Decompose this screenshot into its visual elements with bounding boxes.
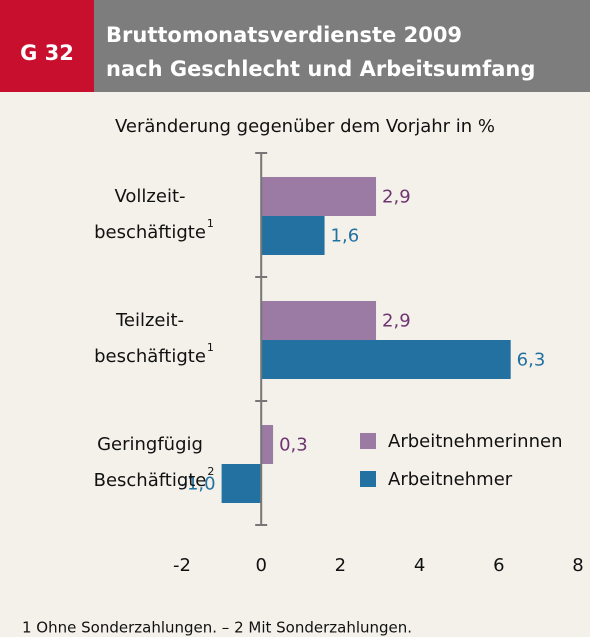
chart-title: nach Geschlecht und Arbeitsumfang <box>106 57 535 81</box>
figure-number: G 32 <box>20 41 74 65</box>
legend-swatch <box>360 471 376 487</box>
chart-title: Bruttomonatsverdienste 2009 <box>106 23 462 47</box>
value-label: 1,6 <box>331 226 360 247</box>
x-tick-label: 4 <box>414 555 425 576</box>
value-label: 0,3 <box>279 435 308 456</box>
category-label: Geringfügig <box>97 434 203 455</box>
category-label: Beschäftigte <box>94 470 207 491</box>
bar <box>221 464 262 503</box>
footnote-mark: 2 <box>207 465 214 478</box>
category-label: beschäftigte <box>94 346 206 367</box>
category-label: beschäftigte <box>94 222 206 243</box>
bar <box>261 177 377 216</box>
legend-label: Arbeitnehmer <box>388 469 513 490</box>
value-label: 2,9 <box>382 187 411 208</box>
footnote: 1 Ohne Sonderzahlungen. – 2 Mit Sonderza… <box>22 619 412 637</box>
x-tick-label: -2 <box>173 555 191 576</box>
bar <box>261 340 511 379</box>
figure-number-box <box>0 0 94 92</box>
legend-label: Arbeitnehmerinnen <box>388 431 562 452</box>
footnote-mark: 1 <box>207 217 214 230</box>
x-tick-label: 0 <box>255 555 266 576</box>
legend-swatch <box>360 433 376 449</box>
x-tick-label: 2 <box>335 555 346 576</box>
value-label: 6,3 <box>517 350 546 371</box>
x-tick-label: 8 <box>572 555 583 576</box>
category-label: Vollzeit- <box>114 186 185 207</box>
header-bar <box>0 0 590 92</box>
value-label: -1,0 <box>180 474 215 495</box>
subtitle: Veränderung gegenüber dem Vorjahr in % <box>115 116 495 137</box>
bar <box>261 301 377 340</box>
footnote-mark: 1 <box>207 341 214 354</box>
bar <box>261 425 274 464</box>
value-label: 2,9 <box>382 311 411 332</box>
x-tick-label: 6 <box>493 555 504 576</box>
category-label: Teilzeit- <box>115 310 184 331</box>
bar <box>261 216 325 255</box>
